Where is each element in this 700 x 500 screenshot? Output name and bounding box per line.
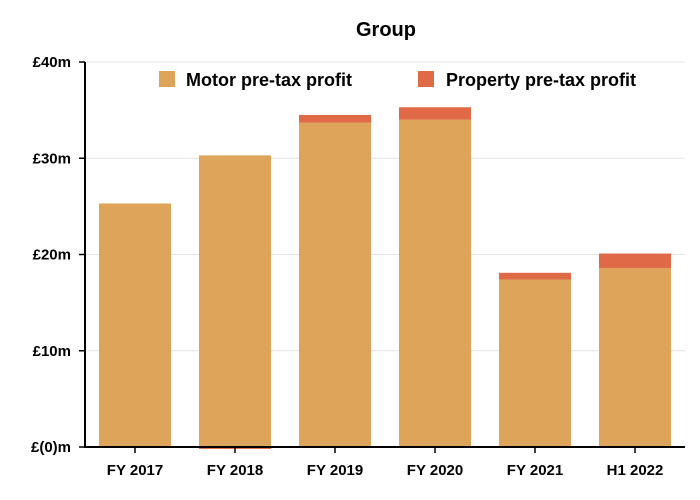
legend-swatch-property [418, 71, 434, 87]
bars [99, 107, 671, 449]
legend: Motor pre-tax profit Property pre-tax pr… [159, 70, 636, 90]
bar-motor-1 [199, 155, 271, 448]
bar-motor-0 [99, 203, 171, 447]
y-tick-label-4: £40m [33, 54, 71, 71]
legend-swatch-motor [159, 71, 175, 87]
y-tick-label-1: £10m [33, 343, 71, 360]
x-tick-label-3: FY 2020 [407, 462, 463, 479]
bar-motor-5 [599, 267, 671, 447]
x-axis-ticks: FY 2017 FY 2018 FY 2019 FY 2020 FY 2021 H1 20… [107, 447, 664, 479]
chart-title: Group [356, 19, 416, 41]
bar-motor-3 [399, 119, 471, 447]
x-tick-label-0: FY 2017 [107, 462, 163, 479]
legend-label-motor: Motor pre-tax profit [186, 70, 352, 90]
x-tick-label-4: FY 2021 [507, 462, 563, 479]
bar-property-4 [499, 272, 571, 280]
legend-label-property: Property pre-tax profit [446, 70, 636, 90]
bar-motor-2 [299, 122, 371, 447]
bar-property-3 [399, 107, 471, 120]
x-tick-label-2: FY 2019 [307, 462, 363, 479]
y-axis-ticks: £(0)m £10m £20m £30m £40m [31, 54, 85, 456]
bar-property-2 [299, 114, 371, 123]
bar-property-5 [599, 253, 671, 268]
y-tick-label-3: £30m [33, 150, 71, 167]
y-tick-label-0: £(0)m [31, 439, 71, 456]
gridlines [85, 61, 685, 352]
x-tick-label-5: H1 2022 [607, 462, 664, 479]
bar-motor-4 [499, 279, 571, 447]
x-tick-label-1: FY 2018 [207, 462, 263, 479]
y-tick-label-2: £20m [33, 247, 71, 264]
